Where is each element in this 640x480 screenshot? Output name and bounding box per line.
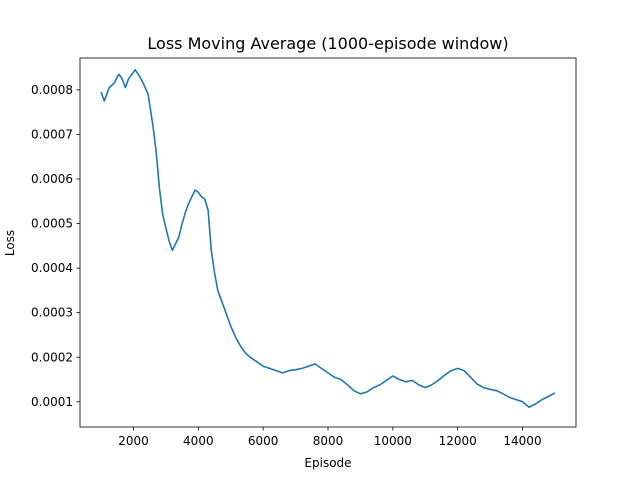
y-axis: 0.0001 0.0002 0.0003 0.0004 0.0005 0.0006 0.00…	[31, 83, 80, 409]
y-tick-label: 0.0002	[31, 350, 73, 364]
y-axis-title: Loss	[3, 230, 17, 256]
x-tick-label: 6000	[248, 434, 279, 448]
y-tick-label: 0.0001	[31, 395, 73, 409]
x-tick-label: 2000	[118, 434, 149, 448]
x-tick-label: 10000	[374, 434, 412, 448]
chart-title: Loss Moving Average (1000-episode window…	[147, 34, 508, 53]
x-tick-label: 12000	[439, 434, 477, 448]
y-tick-label: 0.0006	[31, 172, 73, 186]
plot-area	[100, 69, 556, 409]
y-tick-label: 0.0005	[31, 217, 73, 231]
x-axis: 2000 4000 6000 8000 10000 12000 14000	[118, 427, 542, 448]
x-tick-label: 8000	[313, 434, 344, 448]
x-tick-label: 4000	[183, 434, 214, 448]
x-axis-title: Episode	[304, 456, 351, 470]
x-tick-label: 14000	[503, 434, 541, 448]
loss-series-line	[100, 69, 556, 409]
y-tick-label: 0.0003	[31, 306, 73, 320]
y-tick-label: 0.0008	[31, 83, 73, 97]
plot-frame	[79, 57, 577, 428]
y-tick-label: 0.0007	[31, 127, 73, 141]
y-tick-label: 0.0004	[31, 261, 73, 275]
